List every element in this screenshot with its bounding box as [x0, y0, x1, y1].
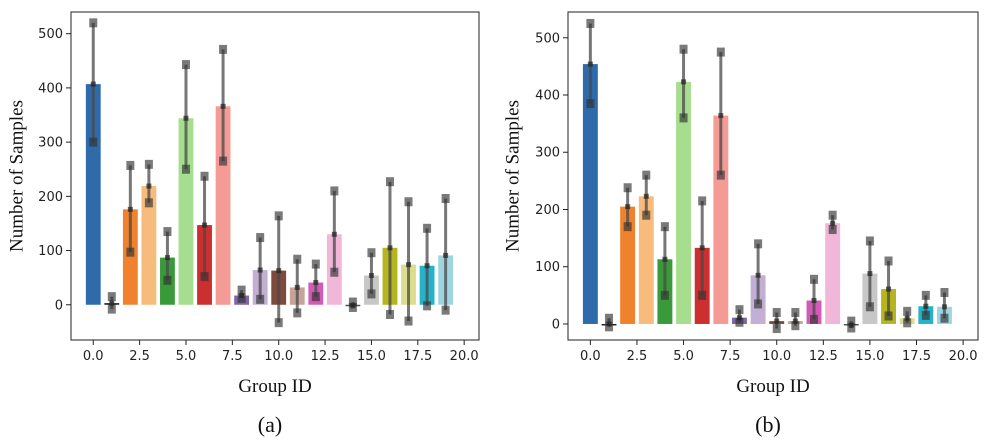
chart-a-ylabel: Number of Samples — [6, 100, 27, 252]
chart-b-ytick-label-200: 200 — [535, 203, 560, 218]
chart-b-error-bar-group-19 — [940, 287, 949, 323]
chart-b-xtick-label-2: 5.0 — [673, 349, 694, 364]
chart-b-ytick-label-0: 0 — [552, 317, 560, 332]
chart-a-error-bar-group-14 — [348, 297, 357, 312]
chart-b-error-bar-group-11 — [791, 308, 800, 331]
chart-b-xtick-label-0: 0.0 — [580, 349, 601, 364]
chart-a-bar-group-2 — [122, 209, 138, 305]
chart-a-error-bar-group-19 — [441, 193, 450, 315]
chart-a-xtick-label-5: 12.5 — [311, 349, 340, 364]
chart-a-error-bar-group-4 — [163, 227, 172, 285]
chart-a-error-bar-group-7 — [219, 44, 228, 166]
chart-b-xtick-label-4: 10.0 — [762, 349, 791, 364]
chart-a-xtick-label-2: 5.0 — [176, 349, 197, 364]
chart-b-bar-group-5 — [676, 81, 691, 324]
chart-b-xtick-label-3: 7.5 — [720, 349, 741, 364]
chart-b-axes-frame — [567, 11, 979, 341]
chart-a-xtick-label-8: 20.0 — [450, 349, 479, 364]
chart-a-error-bar-group-10 — [274, 211, 283, 328]
chart-b-error-bar-group-5 — [679, 44, 688, 123]
chart-b-error-bar-group-9 — [754, 239, 763, 309]
chart-b-ylabel: Number of Samples — [502, 100, 523, 252]
chart-a-error-bar-group-5 — [181, 60, 190, 174]
chart-b-error-bar-group-16 — [884, 256, 893, 321]
chart-a-error-bar-group-9 — [256, 233, 265, 304]
chart-b-ytick-label-300: 300 — [535, 146, 560, 161]
chart-a-ytick-label-300: 300 — [38, 136, 63, 151]
chart-a-xtick-label-0: 0.0 — [83, 349, 104, 364]
chart-a-error-bar-group-13 — [330, 186, 339, 277]
chart-a-xtick-label-3: 7.5 — [222, 349, 243, 364]
chart-a-error-bar-group-6 — [200, 171, 209, 282]
chart-a-error-bar-group-8 — [237, 285, 246, 303]
chart-b-error-bar-group-7 — [716, 47, 725, 180]
chart-panel-a: 0 100 200 300 400 500 0.0 2.5 5.0 7.5 10.0 12.5 15.0… — [6, 11, 480, 437]
chart-a-ytick-label-0: 0 — [55, 298, 63, 313]
chart-a-ytick-label-100: 100 — [38, 244, 63, 259]
chart-b-error-bar-group-13 — [828, 210, 837, 235]
chart-b-error-bar-group-4 — [660, 222, 669, 300]
chart-b-error-bar-group-10 — [772, 308, 781, 334]
chart-b-error-bar-group-14 — [847, 316, 856, 333]
chart-a-xtick-label-1: 2.5 — [129, 349, 150, 364]
chart-a-ytick-label-200: 200 — [38, 190, 63, 205]
chart-a-ytick-label-400: 400 — [38, 81, 63, 96]
chart-b-xlabel: Group ID — [736, 376, 809, 397]
chart-b-error-bar-group-12 — [810, 274, 818, 324]
chart-a-error-bar-group-12 — [311, 259, 320, 302]
chart-b-xtick-label-8: 20.0 — [949, 349, 978, 364]
chart-b-error-bar-group-15 — [865, 236, 874, 312]
chart-b-ytick-label-100: 100 — [535, 260, 560, 275]
chart-b-xtick-label-1: 2.5 — [627, 349, 648, 364]
chart-panel-b: 0 100 200 300 400 500 0.0 2.5 5.0 7.5 10.0 12.5 15.0… — [502, 11, 979, 437]
chart-b-xtick-label-6: 15.0 — [855, 349, 884, 364]
chart-a-bar-group-3 — [141, 186, 157, 305]
chart-a-error-bar-group-0 — [89, 18, 98, 147]
chart-b-error-bar-group-8 — [735, 305, 744, 327]
chart-a-caption: (a) — [258, 412, 282, 437]
chart-a-error-bar-group-16 — [385, 177, 394, 320]
chart-b-bar-group-13 — [825, 223, 841, 324]
chart-b-bar-group-7 — [713, 115, 729, 324]
chart-a-error-bar-group-3 — [144, 159, 153, 208]
chart-b-bar-group-3 — [638, 196, 654, 324]
chart-b-bar-group-2 — [620, 206, 636, 324]
chart-b-xtick-label-7: 17.5 — [902, 349, 931, 364]
chart-a-error-bar-group-2 — [126, 160, 135, 257]
chart-b-ytick-label-400: 400 — [535, 89, 560, 104]
chart-a-error-bar-group-1 — [107, 292, 116, 314]
chart-b-xtick-label-5: 12.5 — [809, 349, 838, 364]
chart-b-caption: (b) — [755, 412, 781, 437]
chart-a-ytick-label-500: 500 — [38, 27, 63, 42]
chart-b-bar-group-0 — [582, 64, 598, 324]
chart-a-xtick-label-4: 10.0 — [264, 349, 293, 364]
chart-b-error-bar-group-18 — [921, 290, 930, 320]
chart-b-ytick-label-500: 500 — [535, 31, 560, 46]
chart-a-xtick-label-7: 17.5 — [403, 349, 432, 364]
chart-b-error-bar-group-0 — [586, 18, 595, 109]
chart-b-error-bar-group-2 — [623, 183, 632, 232]
chart-a-error-bar-group-15 — [367, 248, 376, 299]
chart-b-error-bar-group-1 — [605, 313, 613, 332]
chart-a-error-bar-group-11 — [293, 254, 302, 318]
chart-a-xlabel: Group ID — [238, 376, 311, 397]
chart-b-error-bar-group-17 — [903, 306, 912, 328]
chart-b-error-bar-group-3 — [642, 170, 651, 220]
chart-a-error-bar-group-18 — [423, 223, 432, 311]
chart-a-error-bar-group-17 — [404, 197, 413, 326]
chart-b-error-bar-group-6 — [698, 196, 707, 300]
chart-a-axes-frame — [70, 11, 480, 341]
chart-a-bar-group-7 — [215, 106, 231, 305]
chart-a-xtick-label-6: 15.0 — [357, 349, 386, 364]
